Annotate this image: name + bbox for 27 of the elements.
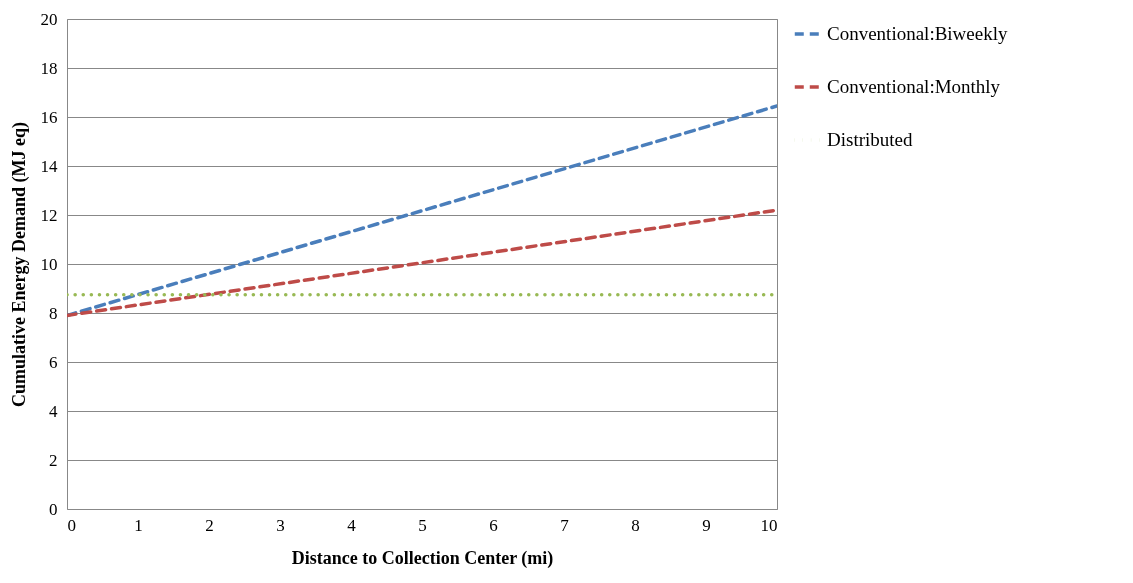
x-axis-title: Distance to Collection Center (mi) [291,547,554,569]
legend-label: Conventional:Biweekly [827,23,1008,44]
y-tick-label: 4 [49,401,58,421]
x-tick-label: 5 [418,515,427,535]
y-tick-label: 20 [40,9,58,29]
y-axis-title: Cumulative Energy Demand (MJ eq) [8,122,30,407]
legend-label: Conventional:Monthly [827,76,1001,97]
x-tick-label: 9 [702,515,711,535]
y-tick-label: 14 [40,156,58,176]
y-tick-label: 12 [40,205,58,225]
x-tick-label: 0 [67,515,76,535]
x-tick-label: 10 [760,515,778,535]
y-tick-label: 6 [49,352,58,372]
x-tick-label: 2 [205,515,214,535]
y-tick-label: 8 [49,303,58,323]
y-tick-label: 16 [40,107,58,127]
x-tick-label: 3 [276,515,285,535]
x-tick-label: 1 [134,515,143,535]
y-tick-label: 18 [40,58,58,78]
legend-label: Distributed [827,129,913,150]
y-tick-label: 0 [49,499,58,519]
y-tick-label: 10 [40,254,58,274]
x-tick-label: 6 [489,515,498,535]
x-tick-label: 8 [631,515,640,535]
x-tick-label: 4 [347,515,357,535]
y-tick-label: 2 [49,450,58,470]
x-tick-label: 7 [560,515,570,535]
